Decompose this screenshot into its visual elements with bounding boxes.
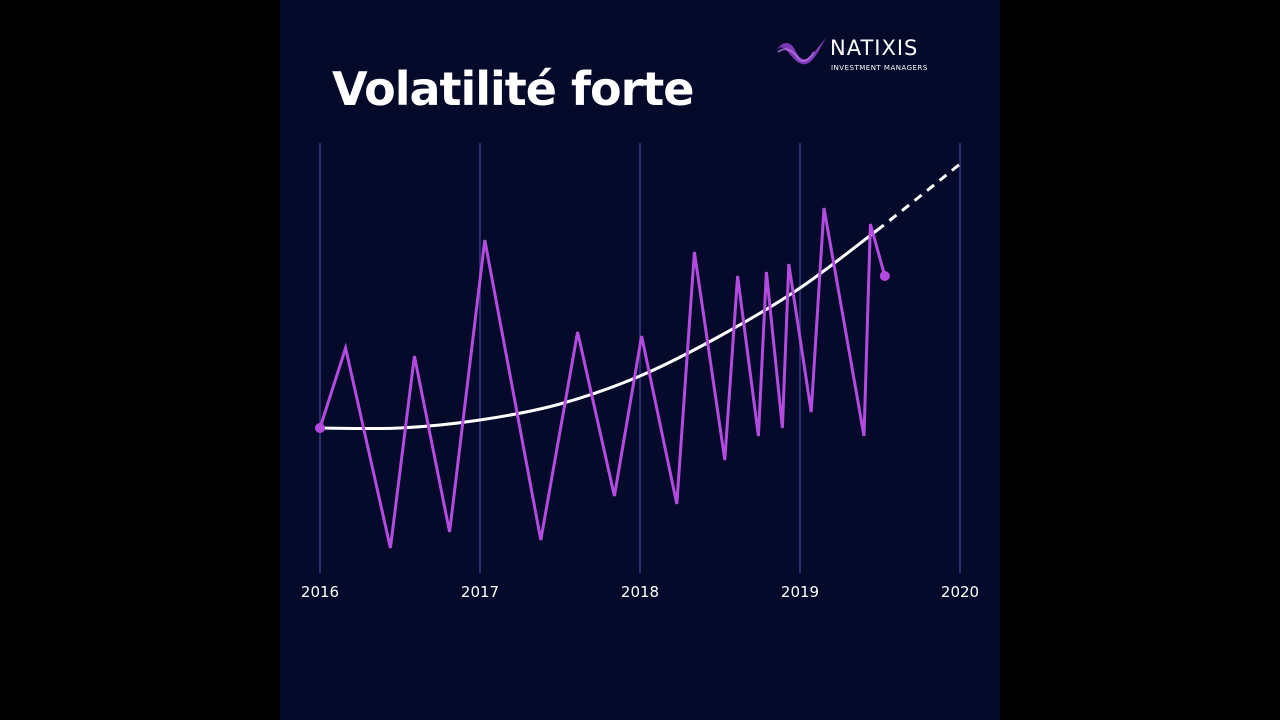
tick-label-2016: 2016	[301, 583, 339, 601]
x-axis-ticks: 2016 2017 2018 2019 2020	[301, 583, 979, 601]
chart-panel: Volatilité forte NATIXIS INVESTMENT MANA…	[280, 0, 1000, 720]
trend-line-solid	[318, 226, 882, 431]
trend-line-projection	[880, 162, 961, 230]
data-point-0	[315, 423, 325, 433]
natixis-swirl-icon	[776, 38, 826, 65]
tick-label-2019: 2019	[781, 583, 819, 601]
gridlines	[319, 143, 961, 573]
volatility-chart: 2016 2017 2018 2019 2020	[301, 143, 979, 601]
tick-label-2020: 2020	[941, 583, 979, 601]
brand-logo: NATIXIS INVESTMENT MANAGERS	[774, 36, 964, 76]
data-point-22	[879, 271, 890, 281]
volatility-series	[315, 207, 890, 549]
logo-wordmark: NATIXIS	[830, 36, 919, 60]
tick-label-2018: 2018	[621, 583, 659, 601]
page-title: Volatilité forte	[332, 62, 694, 116]
tick-label-2017: 2017	[461, 583, 499, 601]
logo-subtitle: INVESTMENT MANAGERS	[831, 64, 928, 72]
trend-curve	[318, 162, 961, 431]
